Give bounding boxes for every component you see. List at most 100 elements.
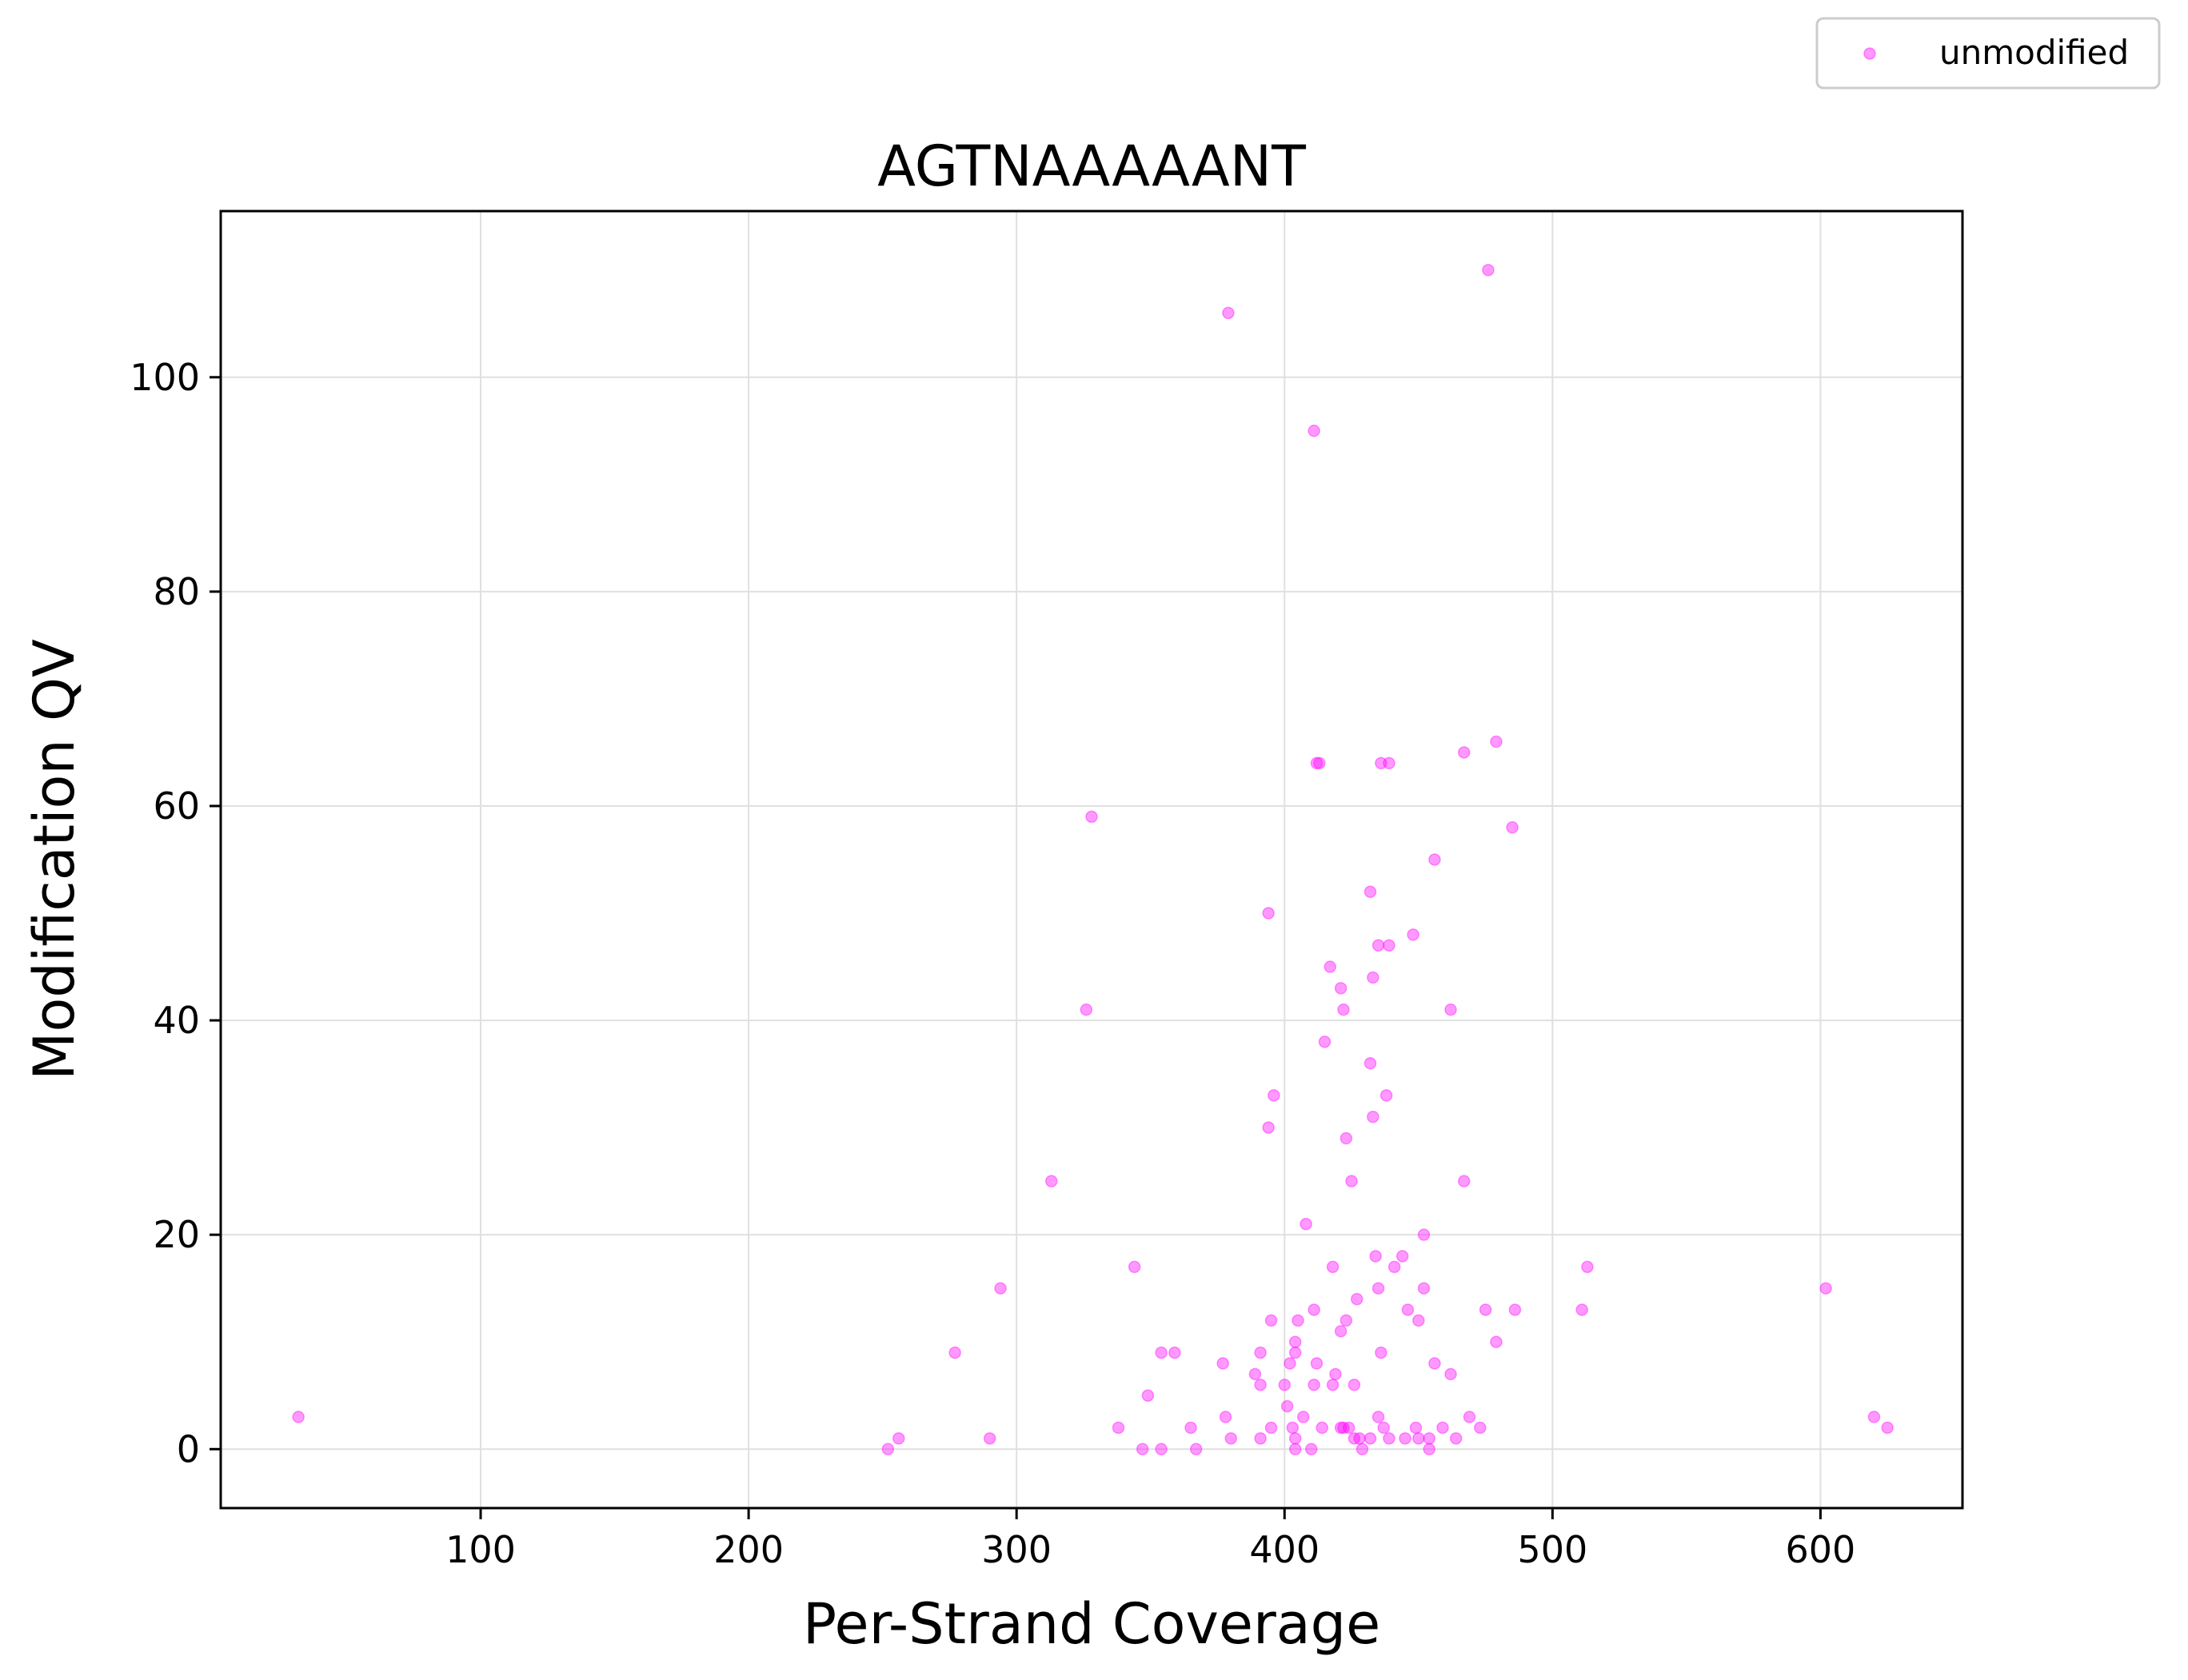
data-point (1334, 1325, 1348, 1338)
data-point (1296, 1411, 1310, 1423)
data-point (1345, 1175, 1358, 1187)
data-point (1141, 1389, 1155, 1402)
data-point (1264, 1314, 1278, 1327)
data-point (1377, 1421, 1390, 1435)
legend-label: unmodified (1939, 33, 2129, 72)
data-point (1334, 982, 1348, 995)
data-point (1350, 1292, 1364, 1306)
data-point (1262, 1121, 1275, 1134)
data-point (1463, 1411, 1476, 1423)
data-point (1379, 1089, 1393, 1102)
data-point (1412, 1432, 1425, 1445)
data-point (1364, 1056, 1377, 1070)
data-point (1326, 1379, 1340, 1391)
data-point (1575, 1303, 1588, 1316)
data-point (1490, 1335, 1503, 1348)
y-axis-label: Modification QV (22, 639, 87, 1080)
data-point (1506, 821, 1519, 834)
data-point (1080, 1003, 1093, 1016)
data-point (1444, 1003, 1457, 1016)
data-point (1364, 885, 1377, 898)
x-tick-label: 100 (445, 1528, 516, 1571)
data-point (1268, 1089, 1280, 1102)
data-point (1264, 1421, 1278, 1435)
data-point (1371, 1411, 1385, 1423)
data-point (983, 1432, 996, 1445)
data-point (1867, 1411, 1881, 1423)
data-point (1308, 1379, 1320, 1391)
data-point (1395, 1250, 1409, 1263)
data-point (1581, 1260, 1594, 1274)
data-point (1383, 939, 1395, 952)
data-point (1375, 1346, 1387, 1359)
data-point (1310, 756, 1324, 770)
data-point (1371, 1282, 1385, 1295)
data-point (1168, 1346, 1181, 1359)
data-point (1334, 1421, 1348, 1435)
data-point (1184, 1421, 1197, 1435)
data-point (1280, 1399, 1294, 1413)
data-point (1383, 1432, 1395, 1445)
data-point (1371, 939, 1385, 952)
data-point (1219, 1411, 1232, 1423)
data-point (1348, 1432, 1361, 1445)
x-tick-label: 300 (981, 1528, 1052, 1571)
data-point (1387, 1260, 1401, 1274)
data-point (1479, 1303, 1492, 1316)
data-point (1284, 1357, 1296, 1370)
data-point (1356, 1443, 1369, 1456)
data-point (1318, 1036, 1332, 1048)
data-point (1313, 756, 1326, 770)
data-point (1216, 1357, 1229, 1370)
data-point (1412, 1314, 1425, 1327)
data-point (1222, 306, 1235, 320)
data-point (1136, 1443, 1149, 1456)
data-point (1819, 1282, 1832, 1295)
data-point (1428, 1357, 1441, 1370)
legend: unmodified (1815, 17, 2161, 90)
x-tick-label: 600 (1786, 1528, 1856, 1571)
data-point (1342, 1421, 1356, 1435)
data-point (1305, 1443, 1318, 1456)
data-point (1417, 1228, 1431, 1241)
data-point (1288, 1432, 1302, 1445)
data-point (1337, 1003, 1350, 1016)
data-point (1482, 263, 1495, 277)
data-point (1348, 1379, 1361, 1391)
data-point (292, 1411, 305, 1423)
data-point (1383, 756, 1395, 770)
data-point (1490, 735, 1503, 748)
data-point (1316, 1421, 1328, 1435)
data-point (1155, 1443, 1168, 1456)
data-point (1449, 1432, 1463, 1445)
data-point (1458, 1175, 1471, 1187)
data-point (1458, 746, 1471, 759)
chart-title: AGTNAAAAANT (877, 134, 1306, 199)
data-point (948, 1346, 961, 1359)
data-point (1262, 907, 1275, 920)
data-point (1409, 1421, 1423, 1435)
data-point (1112, 1421, 1125, 1435)
data-point (1401, 1303, 1415, 1316)
data-point (1248, 1367, 1262, 1381)
data-points (292, 263, 1894, 1456)
y-tick-label: 60 (153, 784, 200, 828)
data-point (1224, 1432, 1237, 1445)
data-point (892, 1432, 905, 1445)
data-point (1326, 1260, 1340, 1274)
x-tick-label: 200 (713, 1528, 784, 1571)
data-point (994, 1282, 1007, 1295)
data-point (1428, 853, 1441, 866)
data-point (1329, 1367, 1342, 1381)
data-point (1508, 1303, 1522, 1316)
data-point (1044, 1175, 1058, 1187)
data-point (1308, 1303, 1320, 1316)
data-point (1367, 1110, 1379, 1123)
data-point (1308, 425, 1320, 437)
plot-frame (219, 210, 1964, 1510)
data-point (1278, 1379, 1292, 1391)
data-point (1288, 1443, 1302, 1456)
data-point (1286, 1421, 1300, 1435)
data-point (1128, 1260, 1141, 1274)
